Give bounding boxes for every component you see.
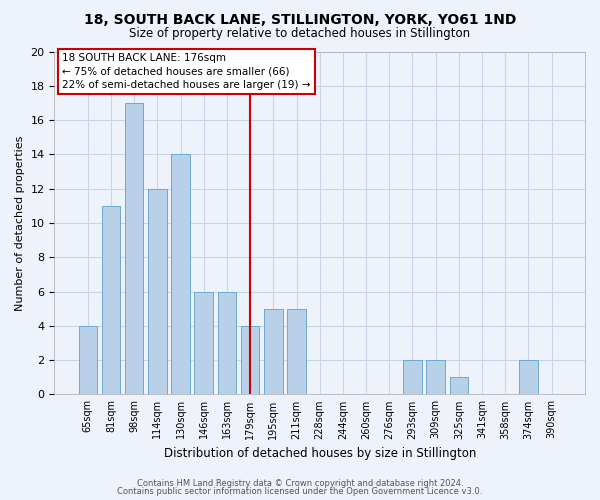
Bar bbox=[241, 326, 259, 394]
Bar bbox=[287, 308, 306, 394]
Bar bbox=[449, 378, 468, 394]
Bar bbox=[171, 154, 190, 394]
Text: 18 SOUTH BACK LANE: 176sqm
← 75% of detached houses are smaller (66)
22% of semi: 18 SOUTH BACK LANE: 176sqm ← 75% of deta… bbox=[62, 53, 311, 90]
Text: Contains HM Land Registry data © Crown copyright and database right 2024.: Contains HM Land Registry data © Crown c… bbox=[137, 478, 463, 488]
Bar bbox=[218, 292, 236, 395]
Bar bbox=[125, 103, 143, 395]
Bar bbox=[194, 292, 213, 395]
Y-axis label: Number of detached properties: Number of detached properties bbox=[15, 136, 25, 310]
X-axis label: Distribution of detached houses by size in Stillington: Distribution of detached houses by size … bbox=[164, 447, 476, 460]
Text: Size of property relative to detached houses in Stillington: Size of property relative to detached ho… bbox=[130, 28, 470, 40]
Bar bbox=[79, 326, 97, 394]
Bar bbox=[264, 308, 283, 394]
Bar bbox=[102, 206, 120, 394]
Bar bbox=[519, 360, 538, 394]
Text: 18, SOUTH BACK LANE, STILLINGTON, YORK, YO61 1ND: 18, SOUTH BACK LANE, STILLINGTON, YORK, … bbox=[84, 12, 516, 26]
Bar bbox=[427, 360, 445, 394]
Text: Contains public sector information licensed under the Open Government Licence v3: Contains public sector information licen… bbox=[118, 487, 482, 496]
Bar bbox=[148, 188, 167, 394]
Bar bbox=[403, 360, 422, 394]
